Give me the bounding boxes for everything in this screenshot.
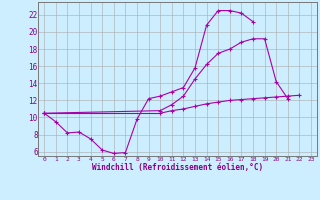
X-axis label: Windchill (Refroidissement éolien,°C): Windchill (Refroidissement éolien,°C) (92, 163, 263, 172)
